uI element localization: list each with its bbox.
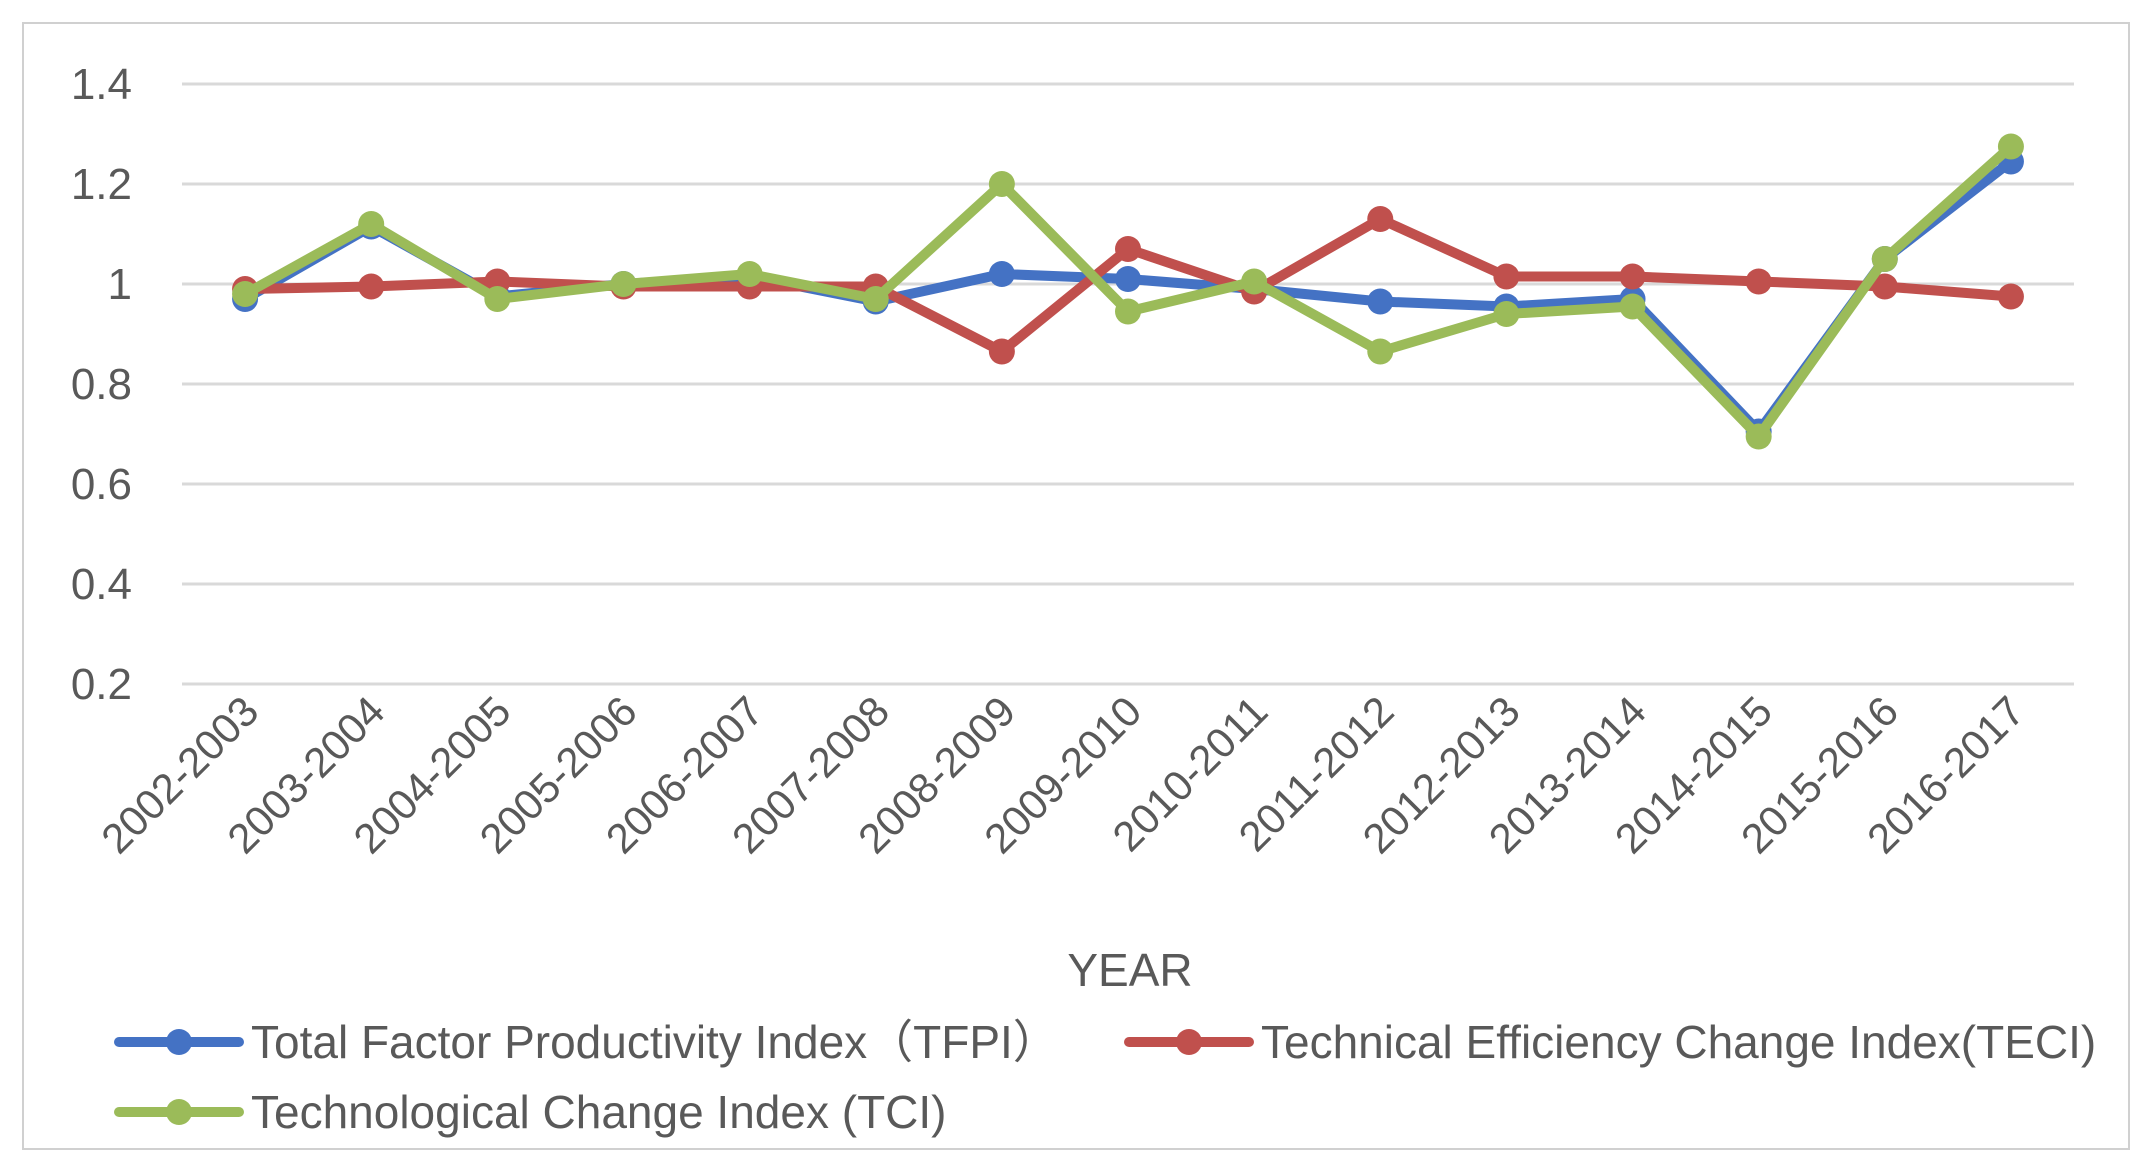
data-point — [1871, 273, 1898, 300]
data-point — [988, 338, 1015, 365]
y-axis-ticks: 0.2 0.4 0.6 0.8 1 1.2 1.4 — [71, 60, 132, 709]
y-tick-label: 1 — [108, 260, 132, 309]
data-point — [610, 271, 637, 297]
data-point — [988, 171, 1015, 197]
legend-label: Total Factor Productivity Index（TFPI） — [251, 1016, 1059, 1068]
data-point — [1367, 338, 1394, 365]
series-3 — [232, 133, 2024, 450]
y-tick-label: 0.2 — [71, 660, 132, 709]
legend-swatch-marker — [166, 1099, 192, 1125]
data-point — [1997, 283, 2024, 310]
data-point — [1115, 236, 1141, 262]
data-point — [358, 211, 385, 237]
data-point — [358, 273, 385, 300]
x-axis-ticks: 2002-20032003-20042004-20052005-20062006… — [92, 687, 2033, 862]
data-point — [862, 286, 889, 312]
x-axis-title: YEAR — [1067, 944, 1192, 996]
data-point — [1241, 268, 1268, 295]
data-point — [1115, 298, 1141, 325]
data-point — [1493, 263, 1520, 290]
data-point — [484, 286, 511, 312]
line-chart: 0.2 0.4 0.6 0.8 1 1.2 1.4 2002-20032003-200420… — [71, 60, 2096, 1138]
data-point — [1367, 288, 1394, 315]
y-tick-label: 0.6 — [71, 460, 132, 509]
y-tick-label: 1.4 — [71, 60, 132, 109]
legend-item: Technical Efficiency Change Index(TECI) — [1124, 1016, 2096, 1068]
legend-label: Technical Efficiency Change Index(TECI) — [1261, 1016, 2096, 1068]
data-point — [1493, 301, 1520, 327]
data-point — [1619, 293, 1646, 320]
y-tick-label: 0.8 — [71, 360, 132, 409]
series-group — [232, 133, 2024, 450]
legend-item: Total Factor Productivity Index（TFPI） — [114, 1016, 1059, 1068]
legend-swatch-marker — [166, 1029, 192, 1055]
data-point — [1367, 206, 1394, 232]
data-point — [1871, 246, 1898, 272]
data-point — [1115, 266, 1141, 292]
data-point — [1745, 268, 1772, 295]
data-point — [1619, 263, 1646, 290]
data-point — [736, 261, 763, 287]
legend: Total Factor Productivity Index（TFPI） Tec… — [114, 1016, 2096, 1138]
data-point — [1745, 423, 1772, 450]
y-tick-label: 0.4 — [71, 560, 132, 609]
data-point — [232, 281, 259, 307]
legend-item: Technological Change Index (TCI) — [114, 1086, 946, 1138]
legend-label: Technological Change Index (TCI) — [251, 1086, 946, 1138]
chart-frame: 0.2 0.4 0.6 0.8 1 1.2 1.4 2002-2003 2003-2004 20… — [22, 22, 2130, 1150]
y-tick-label: 1.2 — [71, 160, 132, 209]
legend-swatch-marker — [1176, 1029, 1202, 1055]
data-point — [1997, 133, 2024, 160]
data-point — [988, 261, 1015, 287]
